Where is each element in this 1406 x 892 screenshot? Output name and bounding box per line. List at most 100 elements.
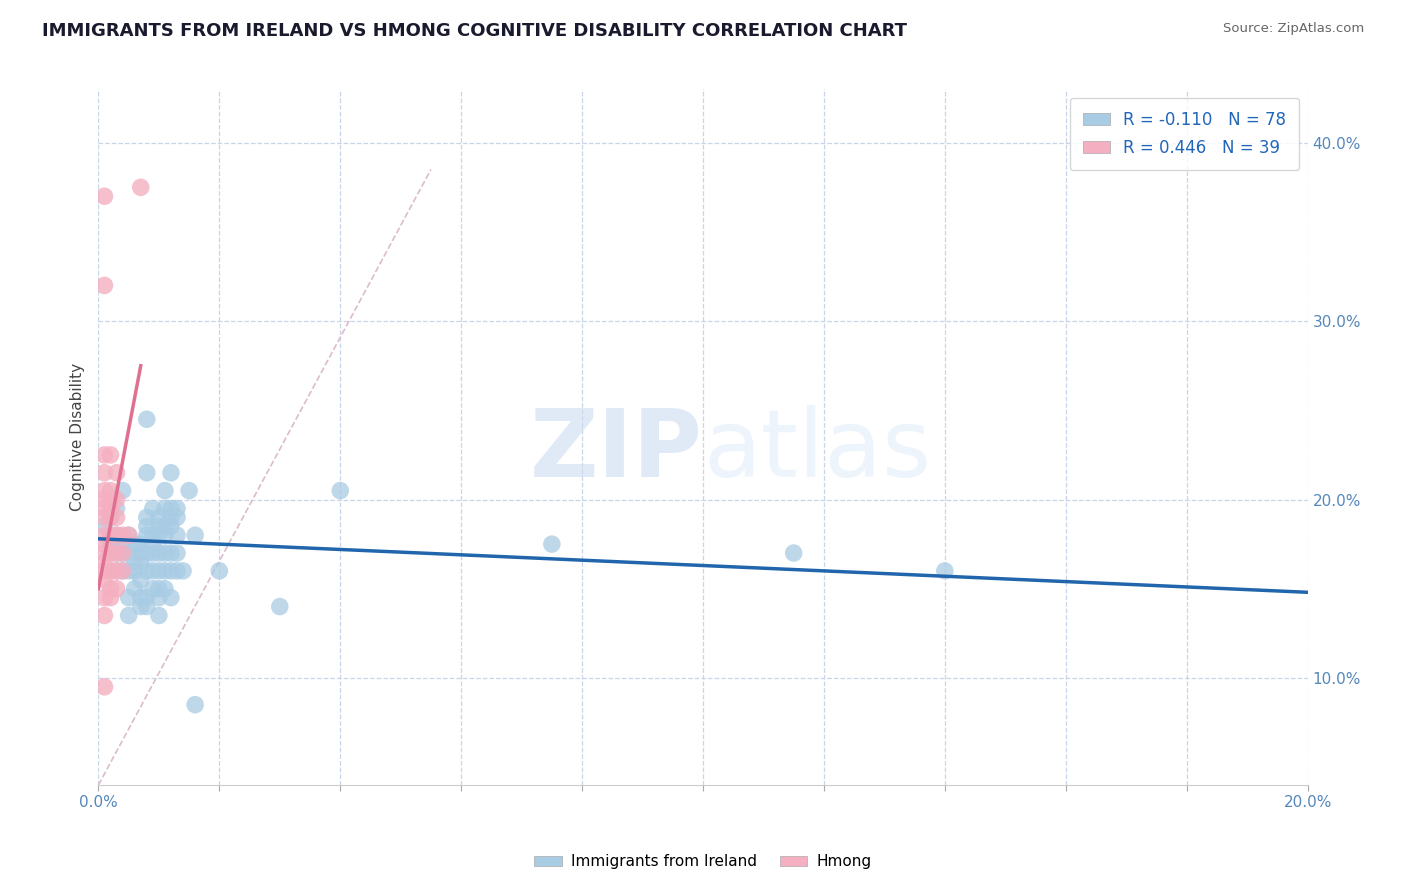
Point bbox=[105, 501, 128, 516]
Point bbox=[142, 546, 165, 560]
Point bbox=[100, 528, 122, 542]
Point bbox=[111, 483, 134, 498]
Point bbox=[124, 555, 146, 569]
Point bbox=[93, 466, 115, 480]
Point bbox=[105, 546, 128, 560]
Point bbox=[934, 564, 956, 578]
Point bbox=[105, 528, 128, 542]
Point bbox=[100, 510, 122, 524]
Point bbox=[105, 564, 128, 578]
Legend: Immigrants from Ireland, Hmong: Immigrants from Ireland, Hmong bbox=[529, 848, 877, 875]
Point bbox=[166, 528, 188, 542]
Point bbox=[124, 537, 146, 551]
Point bbox=[166, 546, 188, 560]
Point bbox=[118, 528, 141, 542]
Point bbox=[118, 528, 141, 542]
Point bbox=[148, 519, 170, 533]
Point bbox=[166, 501, 188, 516]
Point bbox=[93, 189, 115, 203]
Point bbox=[166, 564, 188, 578]
Point bbox=[129, 555, 152, 569]
Point bbox=[93, 591, 115, 605]
Point bbox=[129, 591, 152, 605]
Point bbox=[142, 501, 165, 516]
Point bbox=[148, 564, 170, 578]
Point bbox=[129, 546, 152, 560]
Point bbox=[105, 492, 128, 507]
Point bbox=[100, 582, 122, 596]
Point bbox=[100, 483, 122, 498]
Point bbox=[153, 546, 176, 560]
Point bbox=[129, 599, 152, 614]
Point bbox=[153, 528, 176, 542]
Point bbox=[184, 528, 207, 542]
Point bbox=[93, 608, 115, 623]
Point bbox=[142, 564, 165, 578]
Point bbox=[118, 608, 141, 623]
Point bbox=[129, 180, 152, 194]
Point bbox=[148, 591, 170, 605]
Point bbox=[93, 492, 115, 507]
Point bbox=[160, 510, 183, 524]
Point bbox=[172, 564, 194, 578]
Y-axis label: Cognitive Disability: Cognitive Disability bbox=[70, 363, 86, 511]
Text: IMMIGRANTS FROM IRELAND VS HMONG COGNITIVE DISABILITY CORRELATION CHART: IMMIGRANTS FROM IRELAND VS HMONG COGNITI… bbox=[42, 22, 907, 40]
Point bbox=[105, 466, 128, 480]
Point bbox=[208, 564, 231, 578]
Point bbox=[93, 448, 115, 462]
Point bbox=[135, 528, 157, 542]
Text: atlas: atlas bbox=[703, 405, 931, 497]
Point bbox=[153, 519, 176, 533]
Point bbox=[160, 564, 183, 578]
Point bbox=[100, 492, 122, 507]
Point bbox=[160, 501, 183, 516]
Point bbox=[135, 599, 157, 614]
Point bbox=[142, 528, 165, 542]
Point bbox=[135, 546, 157, 560]
Point bbox=[93, 564, 115, 578]
Point bbox=[100, 510, 122, 524]
Point bbox=[129, 537, 152, 551]
Point bbox=[100, 537, 122, 551]
Point bbox=[540, 537, 562, 551]
Point bbox=[93, 573, 115, 587]
Point bbox=[118, 591, 141, 605]
Point bbox=[100, 591, 122, 605]
Point bbox=[160, 546, 183, 560]
Point bbox=[153, 564, 176, 578]
Point bbox=[124, 582, 146, 596]
Point bbox=[118, 564, 141, 578]
Point bbox=[105, 510, 128, 524]
Point bbox=[111, 564, 134, 578]
Point bbox=[148, 582, 170, 596]
Point bbox=[93, 528, 115, 542]
Point bbox=[111, 528, 134, 542]
Point bbox=[93, 278, 115, 293]
Point bbox=[153, 483, 176, 498]
Point bbox=[135, 519, 157, 533]
Point bbox=[93, 546, 115, 560]
Point bbox=[105, 582, 128, 596]
Point bbox=[160, 466, 183, 480]
Point bbox=[93, 680, 115, 694]
Point bbox=[148, 608, 170, 623]
Point bbox=[148, 528, 170, 542]
Point bbox=[105, 564, 128, 578]
Point bbox=[118, 546, 141, 560]
Point bbox=[105, 528, 128, 542]
Point bbox=[93, 519, 115, 533]
Point bbox=[184, 698, 207, 712]
Point bbox=[179, 483, 201, 498]
Point bbox=[135, 591, 157, 605]
Point bbox=[142, 537, 165, 551]
Point bbox=[100, 546, 122, 560]
Point bbox=[111, 546, 134, 560]
Point bbox=[142, 582, 165, 596]
Point bbox=[100, 501, 122, 516]
Point bbox=[153, 582, 176, 596]
Point bbox=[93, 510, 115, 524]
Point bbox=[160, 591, 183, 605]
Text: ZIP: ZIP bbox=[530, 405, 703, 497]
Point bbox=[100, 448, 122, 462]
Point bbox=[93, 537, 115, 551]
